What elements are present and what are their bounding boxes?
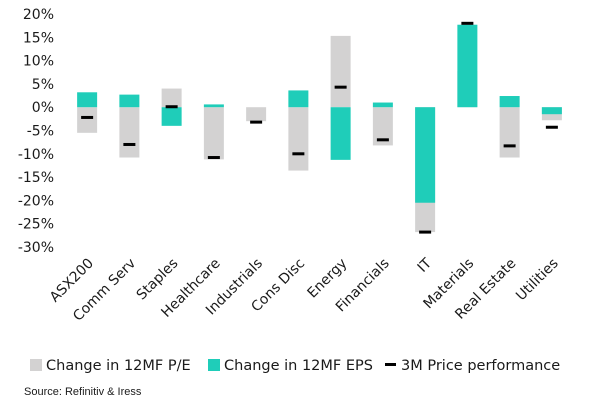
pe-bar [203, 107, 224, 160]
price-marker [334, 85, 347, 89]
eps-bar [415, 107, 436, 203]
price-marker [376, 138, 389, 142]
category-label: Utilities [513, 256, 562, 305]
pe-bar [77, 107, 98, 133]
y-axis: 20% 15% 10% 5% 0% -5% -10% -15% -20% -25% -30% [18, 7, 54, 256]
price-marker [461, 21, 474, 25]
pe-bar [246, 107, 267, 122]
y-tick-label: -20% [18, 193, 54, 209]
legend: Change in 12MF P/E Change in 12MF EPS 3M… [30, 358, 560, 374]
eps-bar [372, 102, 393, 108]
legend-swatch-eps [208, 359, 220, 371]
price-marker [545, 125, 558, 129]
y-tick-label: -10% [18, 147, 54, 163]
eps-bar [541, 107, 562, 115]
legend-swatch-pe [30, 359, 42, 371]
y-tick-label: -25% [18, 217, 54, 233]
bars [77, 21, 562, 234]
y-tick-label: 0% [32, 100, 54, 116]
y-tick-label: 10% [23, 54, 54, 70]
eps-bar [161, 107, 182, 126]
legend-label-pe: Change in 12MF P/E [46, 358, 191, 374]
pe-bar [499, 107, 520, 158]
price-marker [503, 144, 516, 148]
pe-bar [372, 107, 393, 146]
price-marker [81, 115, 94, 119]
eps-bar [330, 107, 351, 160]
price-marker [207, 156, 220, 160]
eps-bar [119, 94, 140, 108]
y-tick-label: -5% [27, 124, 54, 140]
pe-bar [288, 107, 309, 171]
eps-bar [499, 96, 520, 108]
price-marker [165, 105, 178, 109]
eps-bar [457, 24, 478, 108]
eps-bar [77, 92, 98, 108]
source-note: Source: Refinitiv & Iress [24, 386, 142, 398]
price-marker [123, 142, 136, 146]
y-tick-label: 5% [32, 77, 54, 93]
pe-bar [119, 107, 140, 158]
price-marker [292, 152, 305, 156]
eps-bar [288, 90, 309, 108]
legend-label-eps: Change in 12MF EPS [224, 358, 373, 374]
category-label: IT [415, 255, 436, 276]
y-tick-label: 15% [23, 30, 54, 46]
price-marker [250, 120, 263, 124]
pe-bar [161, 88, 182, 108]
eps-bar [203, 104, 224, 108]
y-tick-label: -30% [18, 240, 54, 256]
price-marker [419, 230, 432, 234]
y-tick-label: -15% [18, 170, 54, 186]
legend-swatch-price [385, 363, 396, 366]
pe-bar [330, 35, 351, 108]
y-tick-label: 20% [23, 7, 54, 23]
legend-label-price: 3M Price performance [401, 358, 560, 374]
